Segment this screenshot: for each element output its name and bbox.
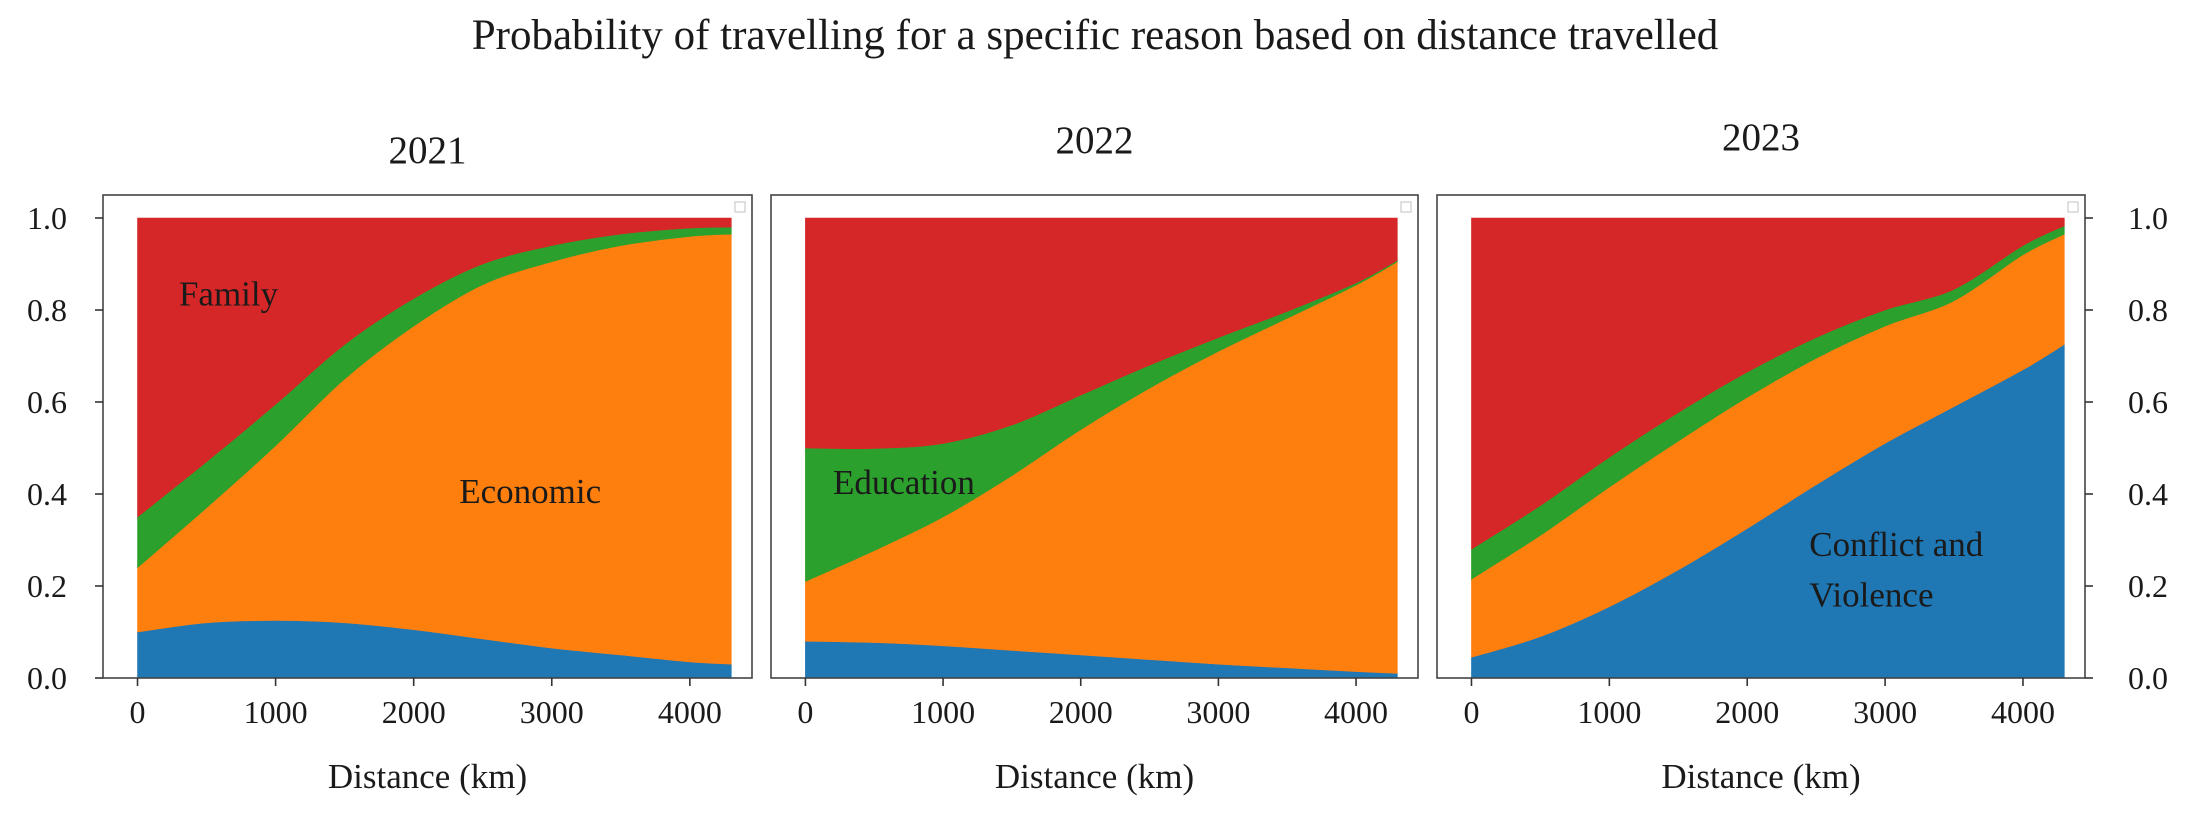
y-tick-label: 0.2 bbox=[2128, 568, 2168, 604]
area-family bbox=[137, 217, 732, 518]
x-tick-label: 1000 bbox=[1577, 694, 1641, 730]
annotation-label: Conflict and bbox=[1809, 525, 1983, 564]
x-tick-label: 4000 bbox=[658, 694, 722, 730]
panel-title: 2023 bbox=[1722, 116, 1800, 159]
legend-box bbox=[1400, 201, 1412, 213]
x-tick-label: 0 bbox=[797, 694, 813, 730]
x-tick-label: 2000 bbox=[382, 694, 446, 730]
annotation-label: Education bbox=[833, 463, 975, 502]
x-tick-label: 2000 bbox=[1715, 694, 1779, 730]
y-tick-label: 0.8 bbox=[27, 292, 67, 328]
panel-2023: 2023 0 1000 2000 3000 4000 Distance (km) 0.0 0.2… bbox=[1436, 116, 2168, 796]
panel-title: 2021 bbox=[389, 129, 467, 172]
x-axis-label: Distance (km) bbox=[1661, 757, 1860, 796]
y-tick-label: 0.4 bbox=[27, 476, 67, 512]
x-tick-label: 1000 bbox=[911, 694, 975, 730]
panel-title: 2022 bbox=[1056, 119, 1134, 162]
x-tick-label: 4000 bbox=[1991, 694, 2055, 730]
y-tick-label: 0.0 bbox=[2128, 660, 2168, 696]
y-tick-label: 1.0 bbox=[2128, 200, 2168, 236]
legend-box bbox=[734, 201, 746, 213]
panel-2021: 2021 0 1000 2000 3000 4000 Distance (km) 0.0 0.2… bbox=[27, 129, 753, 796]
x-tick-label: 0 bbox=[130, 694, 146, 730]
x-tick-label: 1000 bbox=[244, 694, 308, 730]
x-tick-label: 3000 bbox=[520, 694, 584, 730]
plot-frame bbox=[1436, 194, 2086, 679]
x-tick-label: 4000 bbox=[1324, 694, 1388, 730]
x-axis-label: Distance (km) bbox=[995, 757, 1194, 796]
x-tick-label: 3000 bbox=[1853, 694, 1917, 730]
figure-title: Probability of travelling for a specific… bbox=[472, 12, 1719, 59]
area-family bbox=[1471, 217, 2065, 550]
y-tick-label: 0.8 bbox=[2128, 292, 2168, 328]
y-tick-label: 0.0 bbox=[27, 660, 67, 696]
y-tick-label: 0.6 bbox=[27, 384, 67, 420]
plot-frame bbox=[770, 194, 1419, 679]
y-tick-label: 0.2 bbox=[27, 568, 67, 604]
annotation-label: Violence bbox=[1809, 576, 1933, 615]
y-tick-label: 1.0 bbox=[27, 200, 67, 236]
x-tick-label: 0 bbox=[1463, 694, 1479, 730]
x-tick-label: 2000 bbox=[1049, 694, 1113, 730]
annotation-label: Economic bbox=[459, 472, 601, 511]
annotation-label: Family bbox=[179, 274, 279, 313]
x-axis-label: Distance (km) bbox=[328, 757, 527, 796]
area-family bbox=[805, 217, 1398, 450]
y-tick-label: 0.4 bbox=[2128, 476, 2168, 512]
y-tick-label: 0.6 bbox=[2128, 384, 2168, 420]
panel-2022: 2022 0 1000 2000 3000 4000 Distance (km) Educat… bbox=[770, 119, 1419, 796]
plot-frame bbox=[102, 194, 753, 679]
legend-box bbox=[2067, 201, 2079, 213]
x-tick-label: 3000 bbox=[1186, 694, 1250, 730]
